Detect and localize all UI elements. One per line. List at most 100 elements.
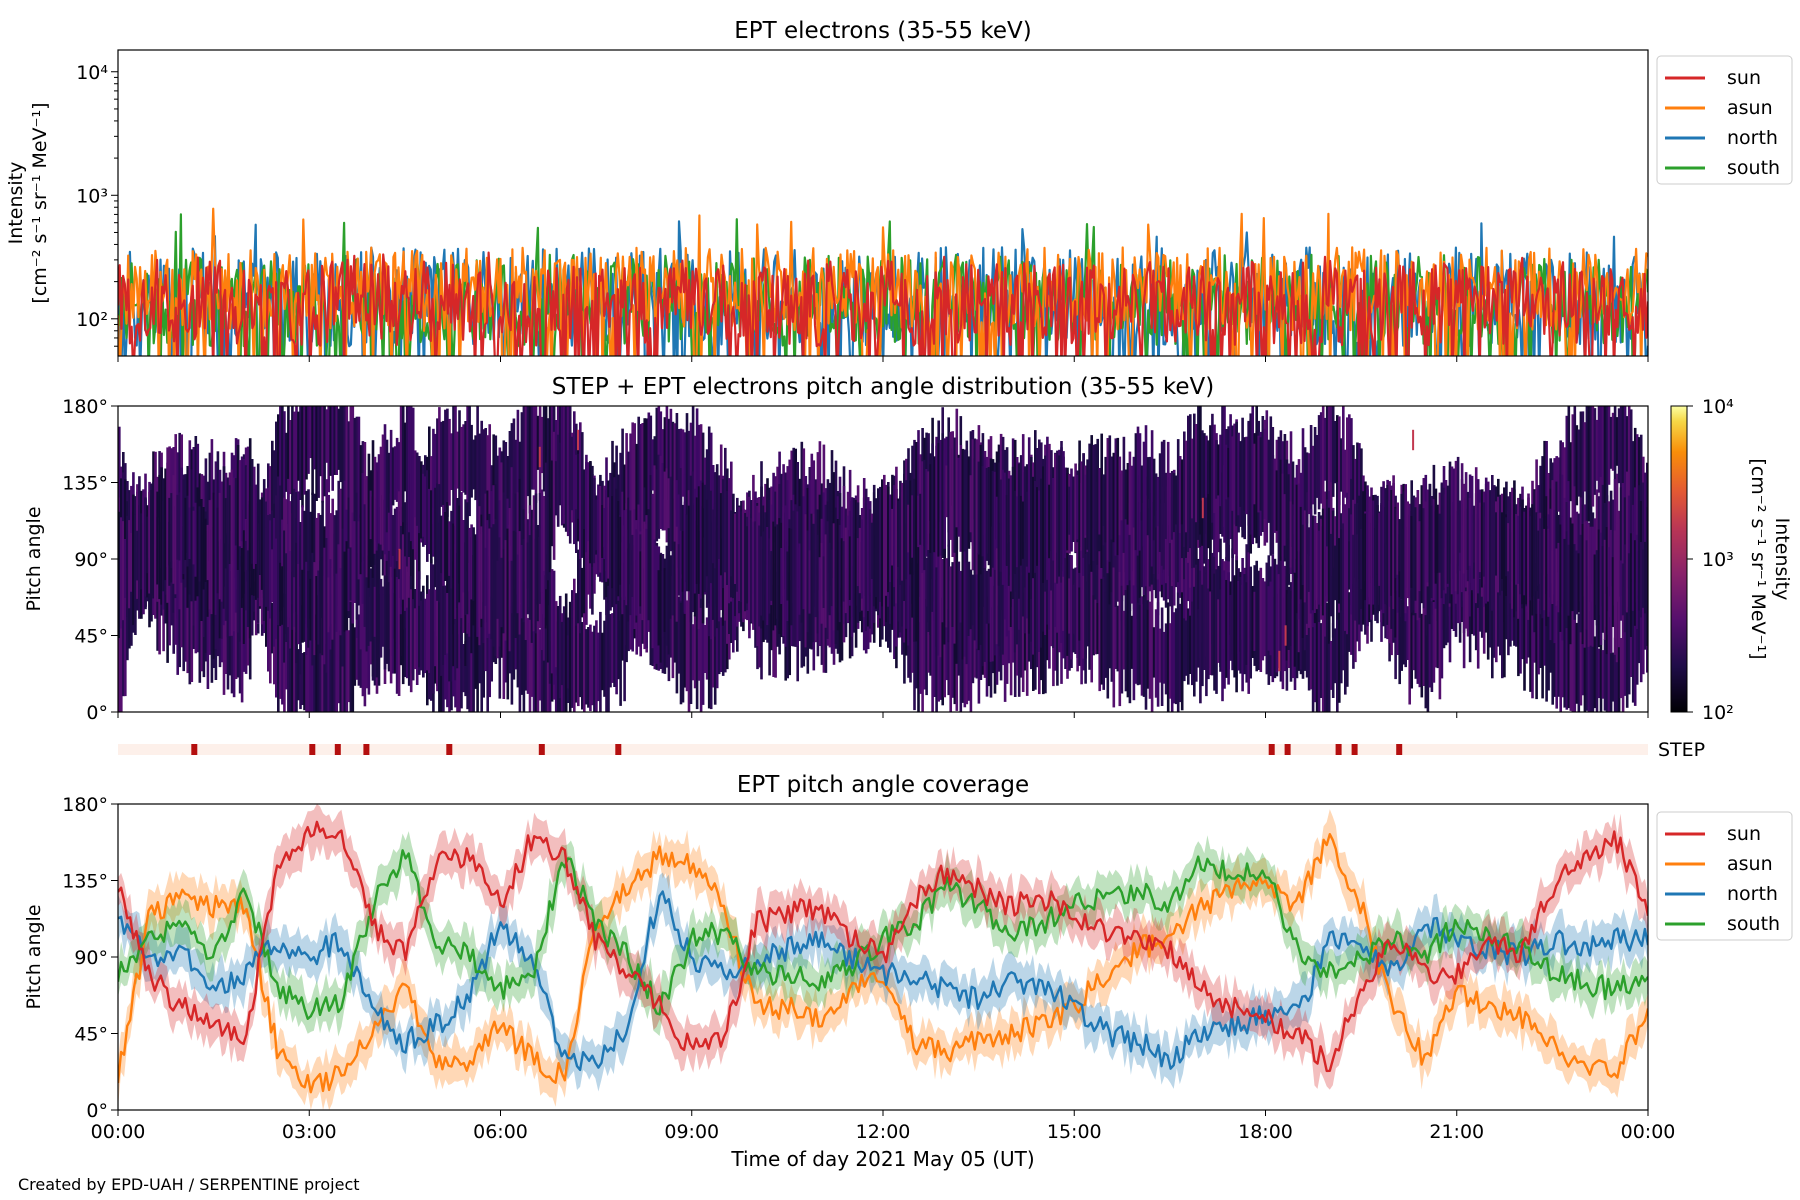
heatmap-cell [564,406,568,532]
heatmap-cell [331,406,335,491]
heatmap-cell [717,475,721,529]
heatmap-cell [1301,524,1305,585]
heatmap-cell [188,440,192,563]
heatmap-cell [1637,551,1641,611]
heatmap-cell [281,519,284,570]
y-tick-label: 0° [86,702,108,724]
heatmap-cell [1021,572,1025,692]
heatmap-cell [438,407,441,523]
heatmap-cell [401,406,405,523]
heatmap-cell [478,433,482,515]
heatmap-cell [484,428,488,540]
heatmap-cell [951,604,955,698]
heatmap-cell [502,492,506,564]
heatmap-cell [1269,581,1273,656]
heatmap-cell [156,491,159,585]
heatmap-cell [198,473,202,536]
heatmap-cell [1025,491,1029,567]
heatmap-cell [1245,582,1249,665]
heatmap-cell [1027,535,1031,634]
heatmap-cell [1195,515,1198,655]
heatmap-cell [667,478,671,541]
heatmap-cell [1450,466,1454,595]
heatmap-cell [319,406,322,477]
heatmap-cell [460,426,463,492]
heatmap-cell [1036,549,1039,620]
heatmap-cell [1199,406,1202,535]
heatmap-cell [671,485,675,551]
heatmap-cell [1350,514,1353,615]
heatmap-cell [476,406,479,542]
heatmap-cell [1529,516,1532,601]
heatmap-cell [1336,524,1339,620]
heatmap-cell [164,487,167,581]
heatmap-cell [236,589,240,678]
heatmap-cell [327,494,331,603]
heatmap-cell [691,471,695,613]
heatmap-cell [319,613,322,712]
heatmap-cell [701,594,705,705]
legend-label-asun: asun [1727,853,1773,875]
heatmap-cell [468,623,471,712]
heatmap-cell [444,409,447,517]
heatmap-cell [395,506,399,594]
heatmap-cell [780,548,783,604]
heatmap-cell [1209,425,1212,511]
heatmap-cell [802,562,806,667]
heatmap-cell [677,544,681,596]
heatmap-cell [1430,505,1434,598]
heatmap-cell [717,525,721,622]
step-coverage-bars [191,744,1403,755]
heatmap-cell [965,440,969,563]
heatmap-cell [1025,566,1029,696]
heatmap-cell [552,431,556,560]
heatmap-cell [697,486,701,594]
heatmap-cell [160,467,163,605]
heatmap-cell [516,409,520,534]
heatmap-cell [524,617,528,691]
heatmap-cell [1627,406,1631,532]
heatmap-cell [1639,434,1643,552]
heatmap-cell [591,465,594,567]
heatmap-cell [713,588,717,705]
heatmap-cell [681,429,685,497]
heatmap-cell [1104,592,1108,678]
heatmap-cell [208,594,212,655]
heatmap-cell [1547,591,1550,691]
heatmap-cell [780,582,783,638]
heatmap-cell [1406,606,1410,660]
heatmap-cell [1142,597,1146,697]
heatmap-cell [1102,576,1106,690]
heatmap-cell [440,571,443,676]
heatmap-cell [846,515,850,623]
heatmap-cell [1416,490,1420,621]
heatmap-cell [1396,513,1400,575]
heatmap-cell [750,518,753,623]
heatmap-cell [1535,512,1538,614]
heatmap-cell [387,452,391,513]
heatmap-cell [637,416,641,544]
heatmap-cell [774,526,777,626]
heatmap-cell [1585,540,1589,630]
heatmap-cell [1096,521,1100,650]
heatmap-cell [331,498,335,595]
colorbar-ticks: 10² 10³ 10⁴ [1687,396,1734,724]
heatmap-cell [1140,596,1144,696]
heatmap-cell [365,476,369,578]
heatmap-cell [1299,472,1303,529]
heatmap-cell [732,565,735,653]
heatmap-cell [989,528,993,662]
heatmap-cell [389,429,393,530]
heatmap-cell [317,637,320,712]
heatmap-cell [1529,560,1532,692]
heatmap-cell [401,534,405,656]
heatmap-cell [699,583,703,712]
heatmap-cell [870,522,874,579]
heatmap-cell [476,499,479,637]
heatmap-cell [190,548,194,682]
heatmap-cell [625,509,628,606]
heatmap-cell [587,532,590,595]
heatmap-cell [188,527,192,595]
panel2-ylabel: Pitch angle [23,506,45,611]
